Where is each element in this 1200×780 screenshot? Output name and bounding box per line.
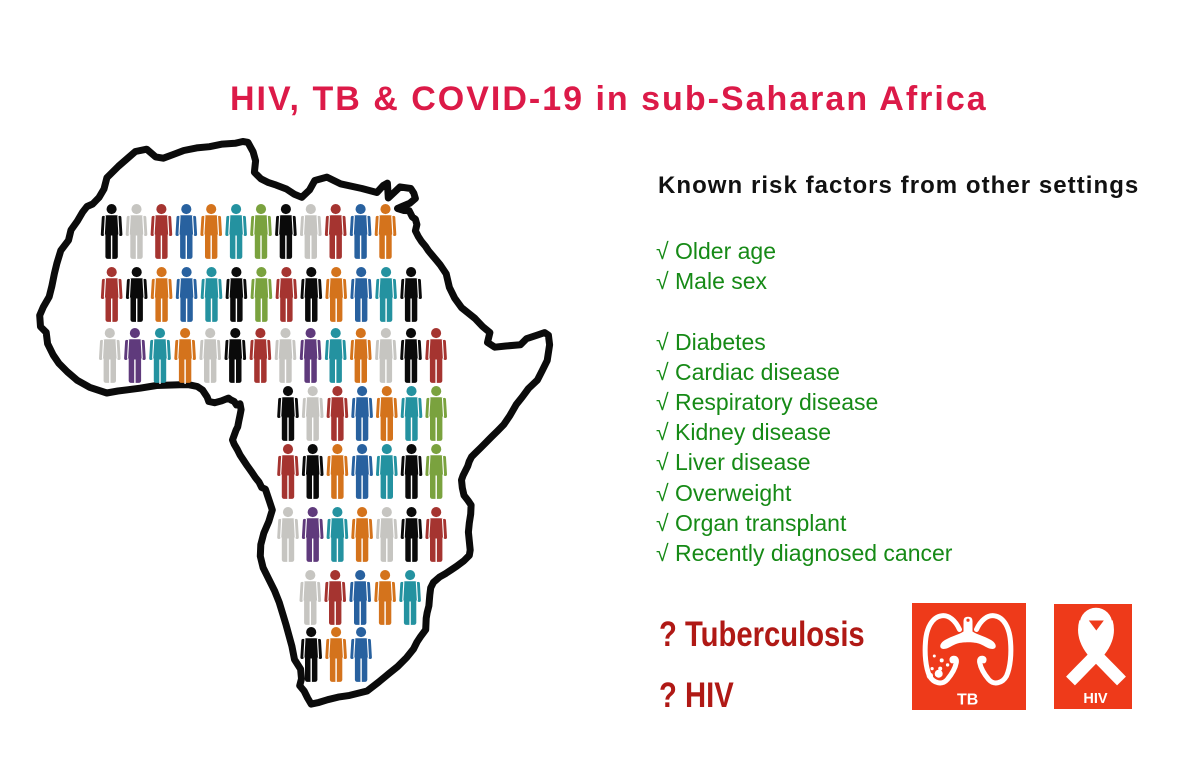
svg-text:TB: TB bbox=[957, 692, 978, 709]
svg-text:HIV: HIV bbox=[1083, 691, 1108, 707]
